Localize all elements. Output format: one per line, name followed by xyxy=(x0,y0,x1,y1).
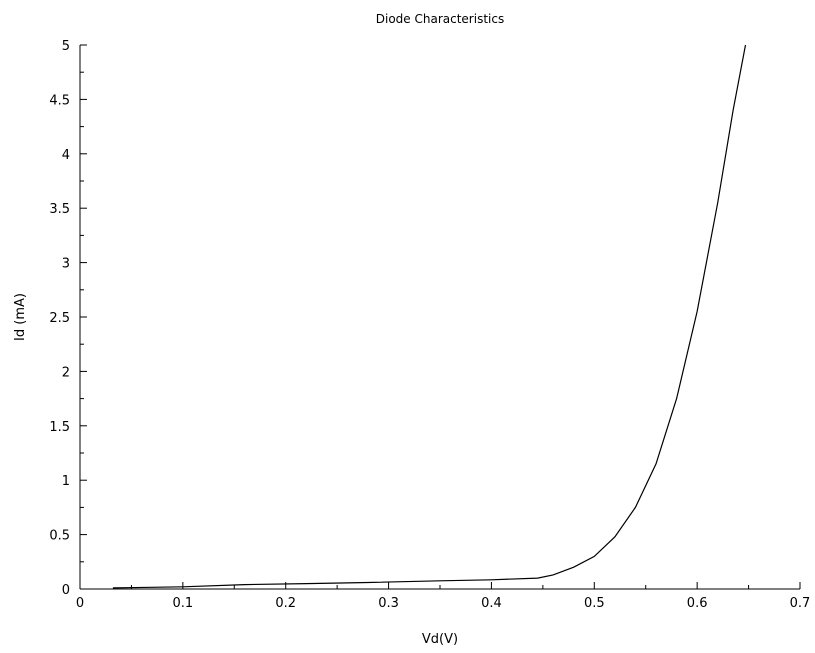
y-tick-label: 4 xyxy=(62,148,70,163)
y-tick-label: 1.5 xyxy=(49,420,70,435)
series-layer xyxy=(112,44,747,589)
series-line xyxy=(112,44,747,589)
x-tick-label: 0 xyxy=(76,596,84,611)
x-tick-label: 0.1 xyxy=(173,596,194,611)
x-tick-label: 0.5 xyxy=(584,596,605,611)
chart-title: Diode Characteristics xyxy=(376,12,504,26)
y-axis-label: Id (mA) xyxy=(13,293,28,341)
x-tick-label: 0.2 xyxy=(275,596,296,611)
y-tick-label: 0.5 xyxy=(49,529,70,544)
y-tick-label: 4.5 xyxy=(49,93,70,108)
x-tick-label: 0.3 xyxy=(378,596,399,611)
y-tick-label: 3 xyxy=(62,257,70,272)
y-tick-label: 1 xyxy=(62,474,70,489)
axes: 0 0.1 0.2 0.3 0.4 0.5 0.6 0.7 0 0.5 1 1.5 2 2.5 3 3.5 4 4… xyxy=(49,39,810,611)
y-tick-label: 3.5 xyxy=(49,202,70,217)
x-tick-label: 0.7 xyxy=(790,596,811,611)
x-axis-label: Vd(V) xyxy=(422,632,458,647)
y-tick-label: 0 xyxy=(62,583,70,598)
x-tick-label: 0.6 xyxy=(687,596,708,611)
x-tick-label: 0.4 xyxy=(481,596,502,611)
y-tick-label: 2.5 xyxy=(49,311,70,326)
y-tick-label: 2 xyxy=(62,365,70,380)
y-tick-label: 5 xyxy=(62,39,70,54)
